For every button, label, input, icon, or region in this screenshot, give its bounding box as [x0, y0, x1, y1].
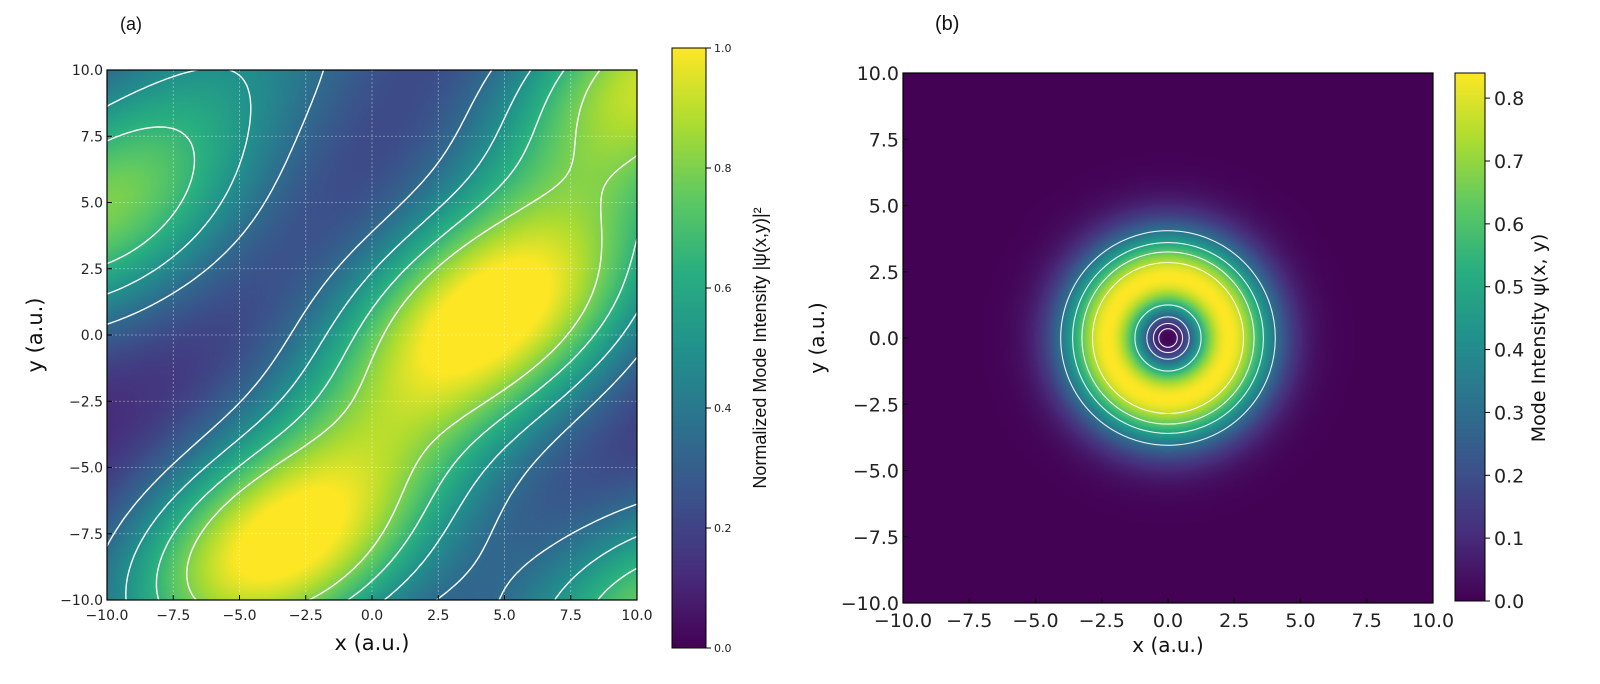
x-tick-label: 2.5 [1219, 610, 1249, 632]
y-tick-label: 0.0 [81, 328, 103, 344]
colorbar-tick-label: 0.8 [1494, 88, 1524, 110]
x-tick-label: 0.0 [361, 608, 383, 624]
panel-a-colorbar-ticks: 0.0 0.2 0.4 0.6 0.8 1.0 [706, 42, 732, 655]
y-tick-label: 5.0 [81, 196, 103, 212]
colorbar-tick-label: 0.8 [714, 162, 732, 175]
x-tick-label: 10.0 [1412, 610, 1454, 632]
colorbar-tick-label: 0.1 [1494, 528, 1524, 550]
x-tick-label: −7.5 [946, 610, 992, 632]
contour-ring [1060, 230, 1276, 446]
y-tick-label: 7.5 [869, 129, 899, 151]
colorbar-tick-label: 0.7 [1494, 151, 1524, 173]
x-tick-label: −2.5 [289, 608, 323, 624]
panel-b-colorbar [1454, 72, 1486, 602]
panel-a-heatmap [107, 70, 637, 600]
panel-a-label: (a) [120, 14, 142, 34]
x-tick-label: −10.0 [874, 610, 932, 632]
contour-ring [1146, 316, 1190, 360]
panel-a-colorbar-label: Normalized Mode Intensity |ψ(x,y)|² [750, 207, 770, 488]
contour-ring [1158, 328, 1178, 348]
x-tick-label: −5.0 [223, 608, 257, 624]
panel-b-ticks: −10.0 −7.5 −5.0 −2.5 0.0 2.5 5.0 7.5 10.0 10.0 7.5… [841, 63, 1454, 632]
contour-line [107, 70, 637, 600]
y-tick-label: −10.0 [60, 593, 103, 609]
colorbar-tick-label: 0.4 [1494, 340, 1524, 362]
y-tick-label: 10.0 [857, 63, 899, 85]
colorbar-tick-label: 0.2 [1494, 465, 1524, 487]
y-tick-label: 2.5 [81, 262, 103, 278]
x-tick-label: 5.0 [493, 608, 515, 624]
panel-b-plot-area [903, 73, 1433, 603]
y-tick-label: −10.0 [841, 593, 899, 615]
contour-line [186, 70, 637, 600]
y-tick-label: 0.0 [869, 328, 899, 350]
y-tick-label: −5.0 [69, 461, 103, 477]
panel-a: (a) −10.0 −7.5 −5.0 −2.5 0.0 2.5 5.0 7.5 10.0 10.… [23, 14, 770, 655]
colorbar-tick-label: 0.0 [714, 642, 732, 655]
y-tick-label: 10.0 [72, 63, 103, 79]
contour-ring [1072, 242, 1264, 434]
colorbar-tick-label: 0.4 [714, 402, 732, 415]
panel-a-ticks: −10.0 −7.5 −5.0 −2.5 0.0 2.5 5.0 7.5 10.0 10.0 7.5… [60, 63, 652, 624]
x-tick-label: −10.0 [86, 608, 129, 624]
panel-a-ylabel: y (a.u.) [23, 297, 47, 372]
panel-a-grid [107, 70, 637, 600]
panel-b-contours [1060, 230, 1276, 446]
x-tick-label: 7.5 [1352, 610, 1382, 632]
panel-b-colorbar-ticks: 0.0 0.1 0.2 0.3 0.4 0.5 0.6 0.7 0.8 [1485, 88, 1524, 613]
contour-line [107, 70, 637, 600]
y-tick-label: 7.5 [81, 129, 103, 145]
x-tick-label: 5.0 [1285, 610, 1315, 632]
colorbar-tick-label: 1.0 [714, 42, 732, 55]
colorbar-tick-label: 0.3 [1494, 402, 1524, 424]
y-tick-label: 5.0 [869, 196, 899, 218]
y-tick-label: −7.5 [69, 527, 103, 543]
panel-b-colorbar-label: Mode Intensity ψ(x, y) [1528, 234, 1550, 442]
y-tick-label: −7.5 [853, 527, 899, 549]
panel-a-xlabel: x (a.u.) [334, 631, 409, 655]
panel-b: (b) −10.0 −7.5 −5.0 −2.5 0.0 2.5 5.0 7.5 10.0 10.… [805, 13, 1550, 657]
panel-a-colorbar [671, 47, 707, 649]
contour-ring [1152, 322, 1184, 354]
contour-line [107, 70, 637, 600]
colorbar-tick-label: 0.5 [1494, 277, 1524, 299]
contour-ring [1091, 261, 1245, 415]
y-tick-label: −2.5 [853, 394, 899, 416]
panel-b-heatmap [903, 73, 1433, 603]
y-tick-label: 2.5 [869, 262, 899, 284]
panel-b-xlabel: x (a.u.) [1132, 633, 1203, 657]
panel-a-plot-area [107, 70, 637, 600]
contour-ring [1134, 304, 1202, 372]
y-tick-label: −5.0 [853, 461, 899, 483]
panel-b-label: (b) [935, 13, 959, 35]
colorbar-tick-label: 0.2 [714, 522, 732, 535]
x-tick-label: −5.0 [1012, 610, 1058, 632]
x-tick-label: −2.5 [1079, 610, 1125, 632]
x-tick-label: 2.5 [427, 608, 449, 624]
x-tick-label: 7.5 [560, 608, 582, 624]
y-tick-label: −2.5 [69, 394, 103, 410]
colorbar-tick-label: 0.6 [714, 282, 732, 295]
x-tick-label: 0.0 [1153, 610, 1183, 632]
panel-a-contours [107, 70, 637, 600]
x-tick-label: −7.5 [156, 608, 190, 624]
panel-b-ylabel: y (a.u.) [805, 302, 829, 373]
x-tick-label: 10.0 [621, 608, 652, 624]
colorbar-tick-label: 0.6 [1494, 214, 1524, 236]
contour-ring [1081, 251, 1255, 425]
colorbar-tick-label: 0.0 [1494, 591, 1524, 613]
